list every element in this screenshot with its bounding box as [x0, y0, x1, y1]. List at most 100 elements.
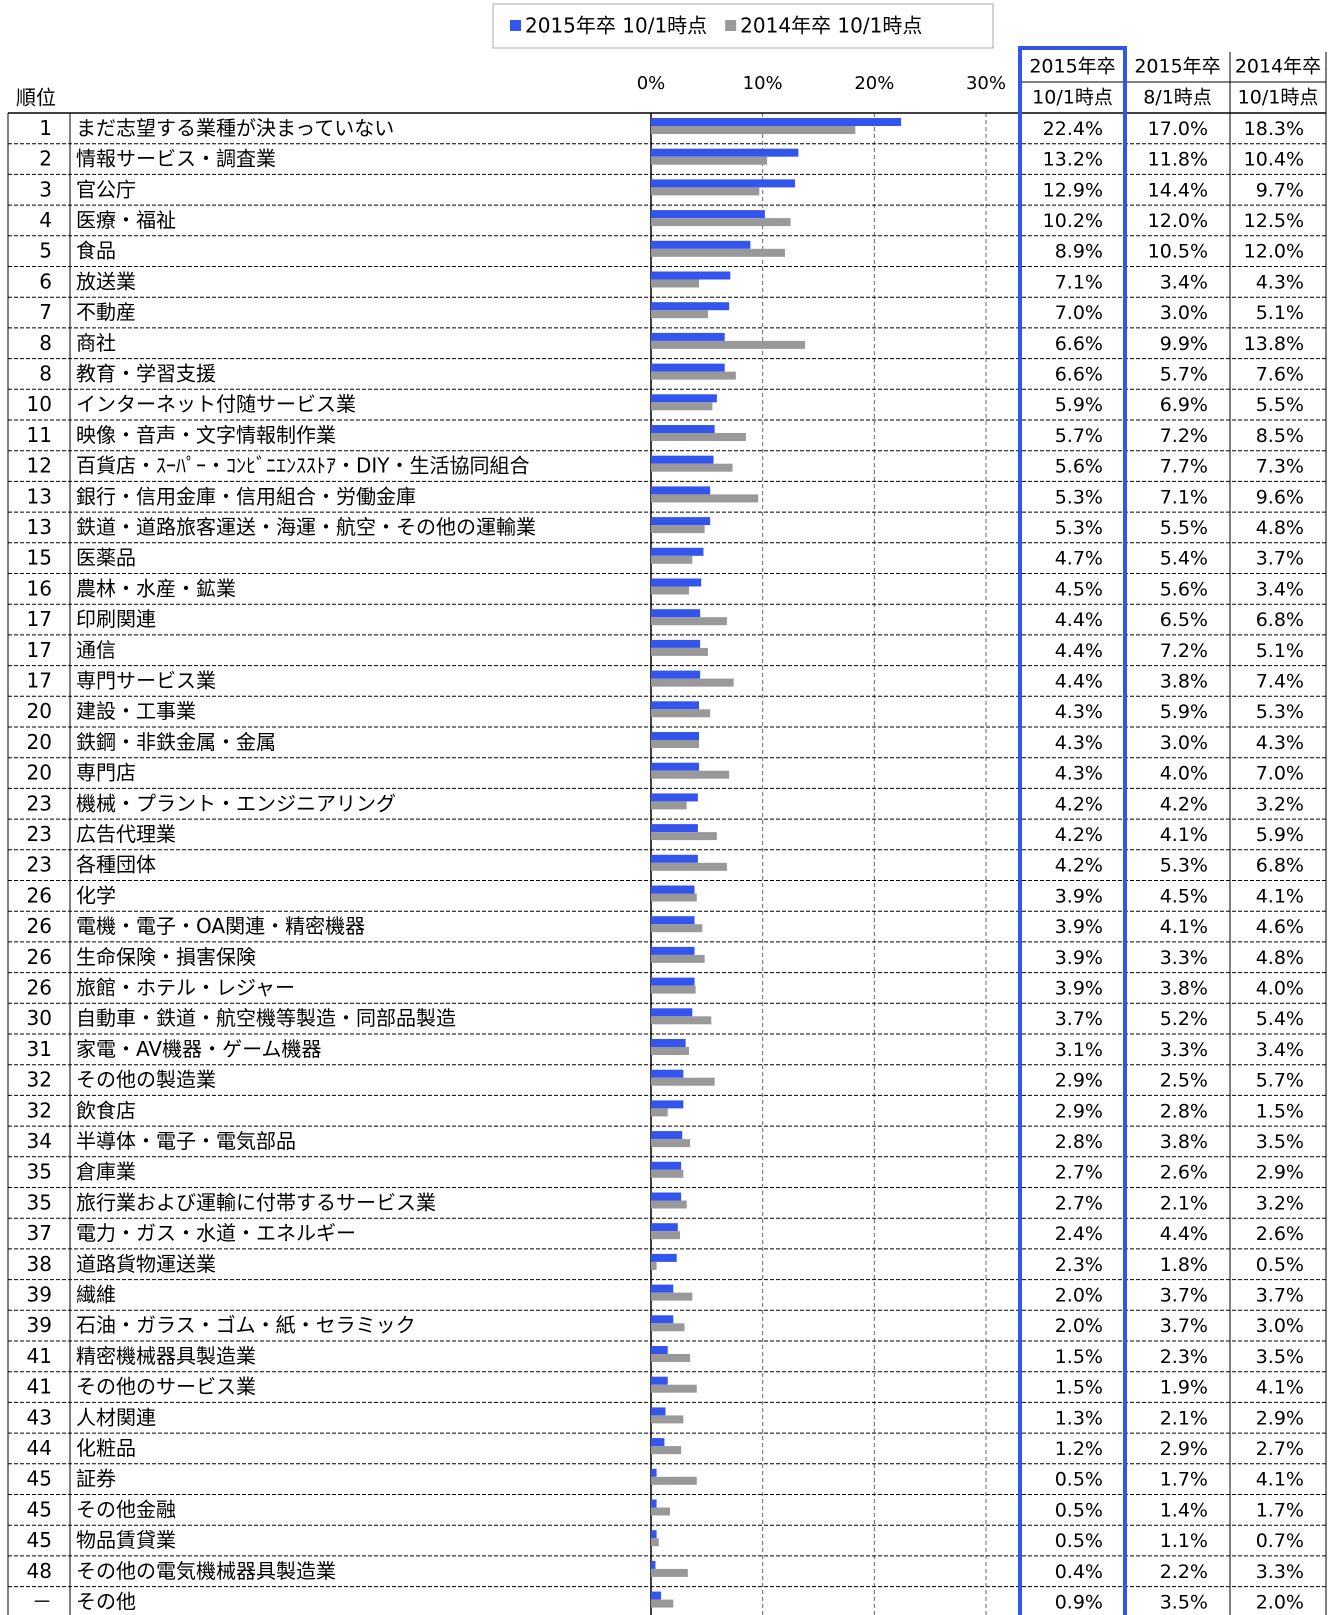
- category-label: 鉄道・道路旅客運送・海運・航空・その他の運輸業: [76, 515, 536, 539]
- rank: 26: [27, 975, 52, 999]
- value-cell: 0.4%: [1055, 1561, 1103, 1583]
- category-label: 通信: [76, 638, 116, 662]
- value-cell: 4.2%: [1055, 855, 1103, 877]
- value-cell: 1.5%: [1055, 1377, 1103, 1399]
- bar: [651, 126, 856, 134]
- bar: [651, 1200, 687, 1209]
- category-label: まだ志望する業種が決まっていない: [76, 116, 394, 140]
- value-cell: 7.0%: [1256, 763, 1304, 785]
- value-cell: 2.0%: [1055, 1315, 1103, 1337]
- bar: [651, 647, 708, 656]
- category-label: 映像・音声・文字情報制作業: [76, 423, 336, 447]
- value-cell: 5.6%: [1055, 456, 1103, 478]
- category-label: 旅行業および運輸に付帯するサービス業: [76, 1190, 436, 1214]
- value-cell: 5.1%: [1256, 640, 1304, 662]
- bar: [651, 156, 768, 165]
- value-cell: 4.4%: [1055, 640, 1103, 662]
- category-label: 倉庫業: [76, 1160, 136, 1184]
- value-cell: 6.9%: [1160, 394, 1208, 416]
- value-cell: 2.8%: [1055, 1131, 1103, 1153]
- bar: [651, 639, 701, 648]
- value-cell: 1.9%: [1160, 1377, 1208, 1399]
- value-cell: 4.3%: [1256, 271, 1304, 293]
- bar: [651, 1069, 684, 1078]
- bar: [651, 302, 730, 311]
- value-cell: 2.3%: [1160, 1346, 1208, 1368]
- value-cell: 7.1%: [1160, 486, 1208, 508]
- value-cell: 5.4%: [1160, 548, 1208, 570]
- bar: [651, 1438, 665, 1447]
- value-cell: 4.3%: [1055, 763, 1103, 785]
- rank: 35: [27, 1190, 52, 1214]
- bar: [651, 1108, 668, 1117]
- value-cell: 1.7%: [1160, 1469, 1208, 1491]
- x-tick-label: 30%: [966, 73, 1006, 94]
- category-label: 機械・プラント・エンジニアリング: [76, 791, 396, 815]
- bar: [651, 1476, 697, 1485]
- rank: 17: [27, 668, 52, 692]
- rank: 1: [39, 116, 52, 140]
- bar: [651, 187, 760, 196]
- value-cell: 0.5%: [1055, 1469, 1103, 1491]
- value-cell: 3.0%: [1160, 302, 1208, 324]
- bar: [651, 363, 725, 372]
- value-cell: 5.5%: [1256, 394, 1304, 416]
- value-cell: 5.5%: [1160, 517, 1208, 539]
- value-cell: 4.3%: [1055, 701, 1103, 723]
- bar: [651, 1016, 712, 1025]
- bar: [651, 1591, 662, 1600]
- value-cell: 5.9%: [1055, 394, 1103, 416]
- value-cell: 6.6%: [1055, 333, 1103, 355]
- bar: [651, 555, 693, 564]
- value-cell: 2.1%: [1160, 1407, 1208, 1429]
- value-cell: 4.0%: [1256, 977, 1304, 999]
- value-cell: 3.9%: [1055, 947, 1103, 969]
- value-cell: 2.1%: [1160, 1192, 1208, 1214]
- bar: [651, 1384, 697, 1393]
- bar: [651, 463, 733, 472]
- value-cell: 3.9%: [1055, 977, 1103, 999]
- value-cell: 1.8%: [1160, 1254, 1208, 1276]
- bar: [651, 1231, 681, 1240]
- rank: 26: [27, 945, 52, 969]
- bar: [651, 977, 695, 986]
- rank: 3: [39, 177, 52, 201]
- category-label: 家電・AV機器・ゲーム機器: [76, 1037, 321, 1061]
- category-label: 放送業: [76, 269, 136, 293]
- value-cell: 4.8%: [1256, 517, 1304, 539]
- rank: 15: [27, 546, 52, 570]
- bar: [651, 801, 687, 810]
- bar: [651, 1530, 657, 1539]
- category-label: 情報サービス・調査業: [76, 147, 276, 171]
- value-cell: 5.7%: [1160, 363, 1208, 385]
- category-label: 証券: [76, 1467, 116, 1491]
- value-cell: 4.2%: [1160, 793, 1208, 815]
- value-cell: 7.2%: [1160, 425, 1208, 447]
- value-cell: 10.5%: [1148, 241, 1208, 263]
- value-cell: 5.2%: [1160, 1008, 1208, 1030]
- value-cell: 5.3%: [1055, 486, 1103, 508]
- value-cell: 12.5%: [1244, 210, 1304, 232]
- bar: [651, 1100, 684, 1109]
- value-cell: 3.9%: [1055, 916, 1103, 938]
- rank: 20: [27, 730, 52, 754]
- value-cell: 2.7%: [1055, 1192, 1103, 1214]
- legend-swatch: [510, 20, 521, 31]
- category-label: 鉄鋼・非鉄金属・金属: [76, 730, 276, 754]
- rank: 8: [39, 361, 52, 385]
- rank: 16: [27, 576, 52, 600]
- rank: 45: [27, 1528, 52, 1552]
- value-cell: 3.3%: [1160, 947, 1208, 969]
- value-cell: 2.9%: [1160, 1438, 1208, 1460]
- bar: [651, 240, 751, 249]
- category-label: 建設・工事業: [76, 699, 196, 723]
- value-cell: 5.3%: [1055, 517, 1103, 539]
- rank: 13: [27, 515, 52, 539]
- rank: 34: [27, 1129, 52, 1153]
- category-label: その他の電気機械器具製造業: [76, 1559, 336, 1583]
- value-cell: 2.5%: [1160, 1070, 1208, 1092]
- value-cell: 2.9%: [1055, 1070, 1103, 1092]
- value-cell: 9.6%: [1256, 486, 1304, 508]
- column-header: 2015年卒: [1134, 56, 1220, 78]
- x-tick-label: 10%: [743, 73, 783, 94]
